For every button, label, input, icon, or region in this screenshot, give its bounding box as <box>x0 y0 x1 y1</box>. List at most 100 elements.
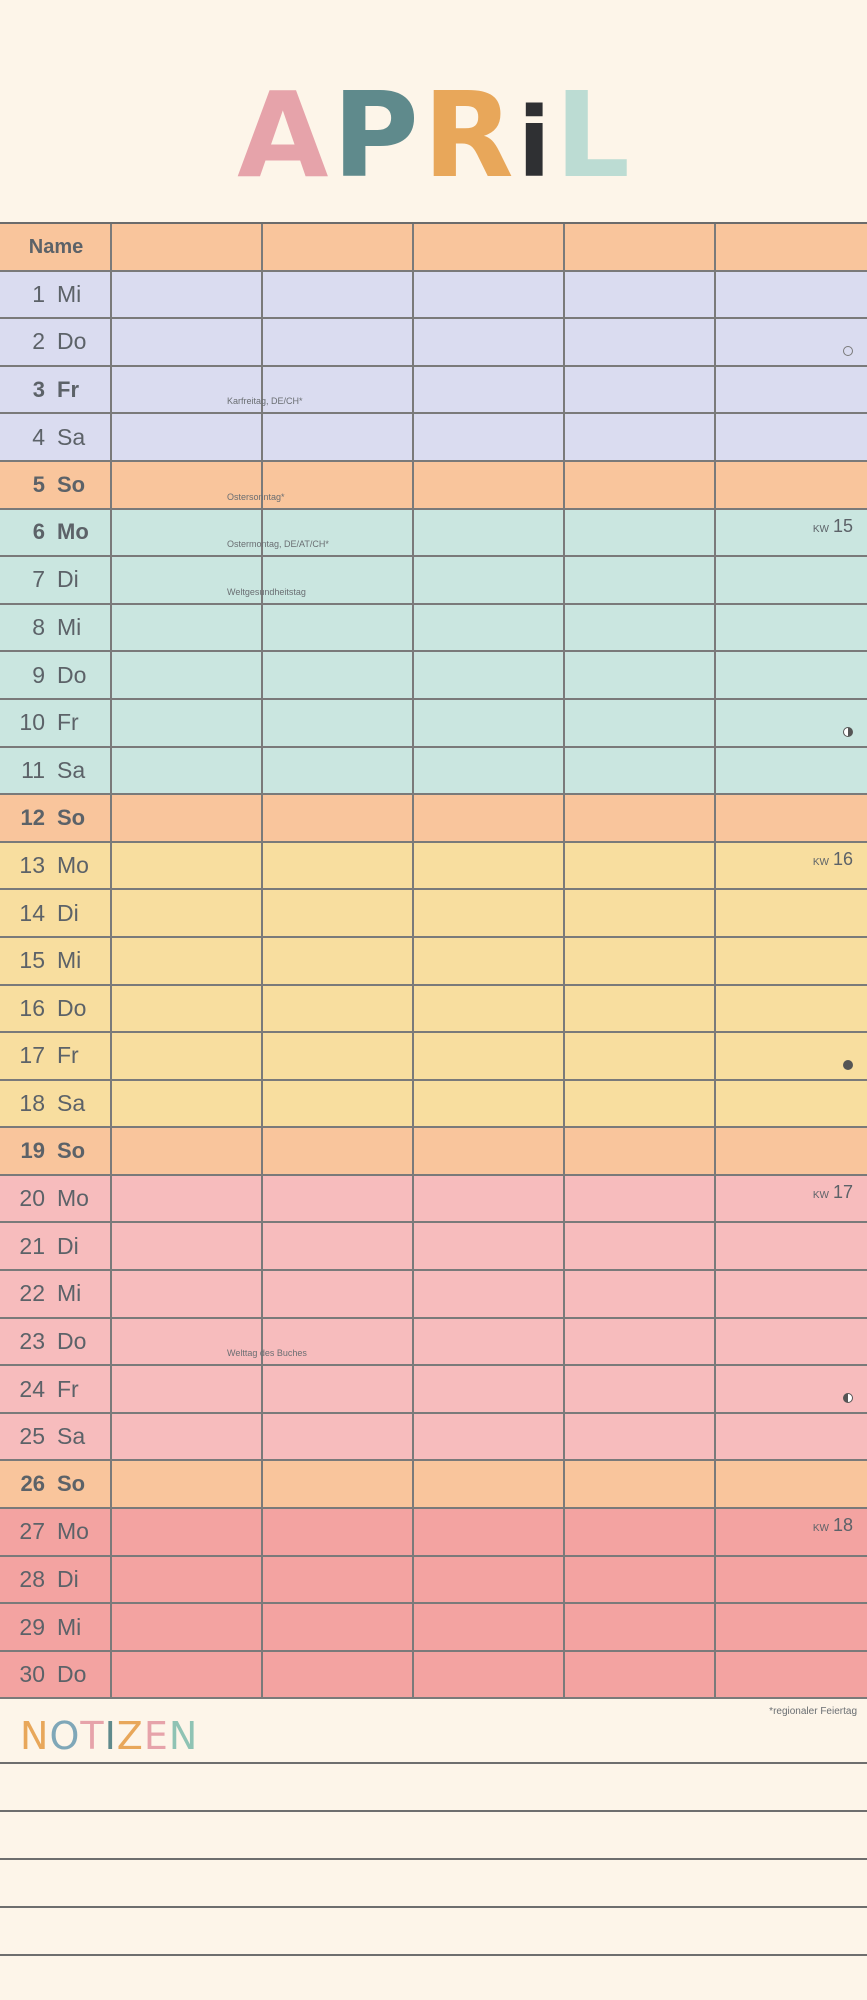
entry-cell[interactable] <box>112 1033 263 1079</box>
entry-cell[interactable] <box>414 1461 565 1508</box>
entry-cell[interactable] <box>414 604 565 651</box>
entry-cell[interactable] <box>263 366 414 413</box>
entry-cell[interactable] <box>112 795 263 841</box>
entry-cell[interactable] <box>263 747 414 794</box>
entry-cell[interactable] <box>112 890 263 936</box>
entry-cell[interactable] <box>263 937 414 984</box>
entry-cell[interactable] <box>565 461 716 508</box>
entry-cell[interactable] <box>263 1271 414 1317</box>
entry-cell[interactable] <box>263 842 414 889</box>
entry-cell[interactable] <box>112 699 263 746</box>
entry-cell[interactable] <box>565 557 716 603</box>
entry-cell[interactable] <box>263 1175 414 1222</box>
entry-cell[interactable] <box>565 1223 716 1270</box>
entry-cell[interactable] <box>263 319 414 365</box>
entry-cell[interactable] <box>565 842 716 889</box>
entry-cell[interactable] <box>565 1366 716 1412</box>
name-column-4[interactable] <box>565 224 716 270</box>
entry-cell[interactable] <box>716 414 867 460</box>
entry-cell[interactable] <box>414 1651 565 1698</box>
entry-cell[interactable] <box>414 1175 565 1222</box>
entry-cell[interactable] <box>263 1223 414 1270</box>
entry-cell[interactable] <box>414 1271 565 1317</box>
entry-cell[interactable] <box>716 1604 867 1650</box>
entry-cell[interactable] <box>414 319 565 365</box>
entry-cell[interactable] <box>716 367 867 413</box>
entry-cell[interactable] <box>716 605 867 651</box>
entry-cell[interactable] <box>263 1604 414 1650</box>
entry-cell[interactable] <box>263 1033 414 1079</box>
name-column-2[interactable] <box>263 224 414 270</box>
entry-cell[interactable] <box>716 1223 867 1269</box>
entry-cell[interactable] <box>112 1461 263 1508</box>
entry-cell[interactable] <box>112 1128 263 1174</box>
entry-cell[interactable] <box>263 461 414 508</box>
entry-cell[interactable] <box>263 557 414 603</box>
entry-cell[interactable] <box>716 1271 867 1317</box>
entry-cell[interactable] <box>565 319 716 365</box>
entry-cell[interactable] <box>263 1128 414 1174</box>
entry-cell[interactable] <box>565 890 716 936</box>
entry-cell[interactable] <box>263 1366 414 1412</box>
entry-cell[interactable] <box>112 1556 263 1603</box>
entry-cell[interactable] <box>263 1556 414 1603</box>
entry-cell[interactable] <box>565 1461 716 1508</box>
entry-cell[interactable] <box>716 938 867 984</box>
entry-cell[interactable]: Karfreitag, DE/CH* <box>112 366 303 413</box>
entry-cell[interactable] <box>414 1509 565 1555</box>
entry-cell[interactable] <box>263 985 414 1032</box>
entry-cell[interactable]: Ostermontag, DE/AT/CH* <box>112 509 329 556</box>
entry-cell[interactable] <box>716 462 867 508</box>
entry-cell[interactable] <box>263 1413 414 1460</box>
entry-cell[interactable] <box>565 1651 716 1698</box>
entry-cell[interactable] <box>414 842 565 889</box>
entry-cell[interactable] <box>565 1509 716 1555</box>
entry-cell[interactable] <box>414 271 565 318</box>
entry-cell[interactable] <box>112 1175 263 1222</box>
entry-cell[interactable] <box>565 1556 716 1603</box>
entry-cell[interactable]: KW 18 <box>716 1509 867 1555</box>
entry-cell[interactable] <box>716 1652 867 1698</box>
entry-cell[interactable] <box>565 1175 716 1222</box>
entry-cell[interactable] <box>414 1556 565 1603</box>
entry-cell[interactable] <box>716 1033 867 1079</box>
entry-cell[interactable] <box>263 271 414 318</box>
entry-cell[interactable] <box>565 1271 716 1317</box>
entry-cell[interactable] <box>565 1604 716 1650</box>
entry-cell[interactable] <box>414 414 565 460</box>
entry-cell[interactable] <box>263 1651 414 1698</box>
entry-cell[interactable] <box>716 890 867 936</box>
entry-cell[interactable] <box>112 1223 263 1270</box>
entry-cell[interactable] <box>414 461 565 508</box>
entry-cell[interactable] <box>112 937 263 984</box>
entry-cell[interactable] <box>112 319 263 365</box>
entry-cell[interactable] <box>414 1223 565 1270</box>
entry-cell[interactable] <box>263 1461 414 1508</box>
entry-cell[interactable] <box>112 1366 263 1412</box>
name-column-5[interactable] <box>716 224 867 270</box>
entry-cell[interactable] <box>565 699 716 746</box>
entry-cell[interactable] <box>112 1271 263 1317</box>
entry-cell[interactable] <box>263 890 414 936</box>
entry-cell[interactable] <box>565 414 716 460</box>
entry-cell[interactable] <box>565 795 716 841</box>
entry-cell[interactable] <box>263 1318 414 1365</box>
entry-cell[interactable] <box>565 366 716 413</box>
entry-cell[interactable] <box>414 652 565 698</box>
entry-cell[interactable] <box>565 747 716 794</box>
entry-cell[interactable] <box>414 509 565 556</box>
entry-cell[interactable]: Welttag des Buches <box>112 1318 307 1365</box>
entry-cell[interactable] <box>414 1366 565 1412</box>
entry-cell[interactable] <box>565 1033 716 1079</box>
entry-cell[interactable] <box>414 1033 565 1079</box>
entry-cell[interactable] <box>414 1080 565 1127</box>
entry-cell[interactable] <box>716 1414 867 1460</box>
entry-cell[interactable] <box>565 1080 716 1127</box>
entry-cell[interactable]: KW 15 <box>716 510 867 556</box>
entry-cell[interactable]: Ostersonntag* <box>112 461 285 508</box>
name-column-3[interactable] <box>414 224 565 270</box>
entry-cell[interactable] <box>112 604 263 651</box>
entry-cell[interactable] <box>716 748 867 794</box>
entry-cell[interactable] <box>565 271 716 318</box>
entry-cell[interactable] <box>414 557 565 603</box>
